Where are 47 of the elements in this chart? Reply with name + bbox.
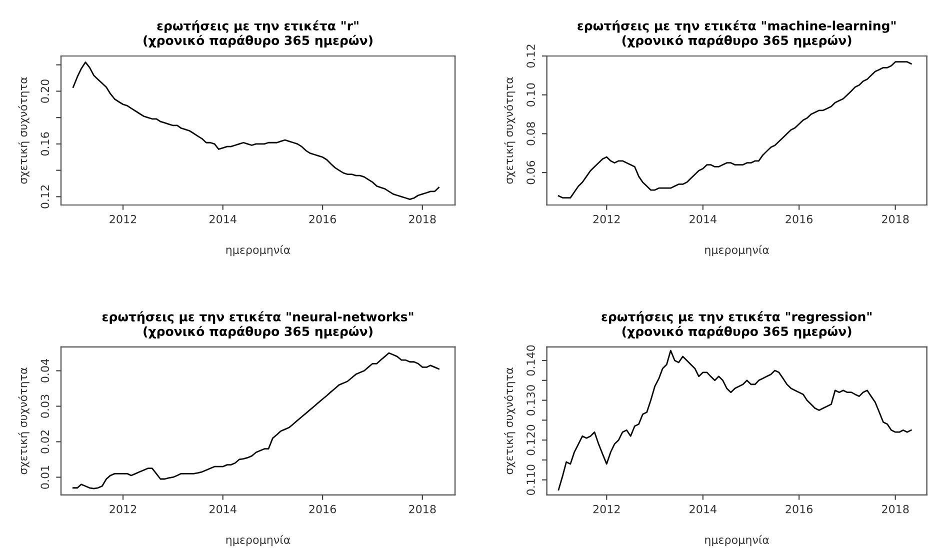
x-tick-label: 2014 xyxy=(690,214,716,224)
line-series xyxy=(558,350,912,490)
x-tick-label: 2014 xyxy=(210,504,236,514)
y-tick-label: 0.110 xyxy=(526,464,535,496)
y-tick-label: 0.10 xyxy=(526,83,535,106)
x-axis-title: ημερομηνία xyxy=(226,534,290,546)
x-tick-label: 2018 xyxy=(409,504,436,514)
y-axis-title: σχετική συχνότητα xyxy=(504,77,516,184)
y-tick-label: 0.16 xyxy=(40,132,50,156)
x-axis-title: ημερομηνία xyxy=(705,244,769,256)
x-tick-label: 2012 xyxy=(593,504,620,514)
y-axis-title: σχετική συχνότητα xyxy=(18,77,30,184)
x-tick-label: 2018 xyxy=(409,214,436,224)
x-tick-label: 2014 xyxy=(690,504,716,514)
y-tick-label: 0.08 xyxy=(526,122,535,146)
x-tick-label: 2012 xyxy=(110,504,136,514)
line-series xyxy=(72,352,440,490)
x-tick-label: 2018 xyxy=(882,214,909,224)
x-tick-label: 2012 xyxy=(110,214,136,224)
x-axis-title: ημερομηνία xyxy=(705,534,769,546)
x-tick-label: 2012 xyxy=(593,214,620,224)
y-tick-label: 0.140 xyxy=(526,345,535,376)
y-tick-label: 0.20 xyxy=(40,80,50,103)
x-tick-label: 2014 xyxy=(210,214,236,224)
y-tick-label: 0.01 xyxy=(40,466,50,489)
x-tick-label: 2016 xyxy=(309,214,336,224)
x-tick-label: 2016 xyxy=(786,504,813,514)
y-tick-label: 0.12 xyxy=(40,185,50,208)
x-tick-label: 2016 xyxy=(309,504,336,514)
x-tick-label: 2018 xyxy=(882,504,909,514)
chart-title: ερωτήσεις με την ετικέτα "r" (χρονικό παράθυρο 365 ημερών) xyxy=(144,20,372,48)
y-axis-title: σχετική συχνότητα xyxy=(504,368,516,474)
chart-title: ερωτήσεις με την ετικέτα "machine-learning" (χρονικό παράθυρο 365 ημερών) xyxy=(578,20,896,48)
line-series xyxy=(558,61,912,199)
y-tick-label: 0.02 xyxy=(40,430,50,454)
y-tick-label: 0.06 xyxy=(526,160,535,184)
x-tick-label: 2016 xyxy=(786,214,813,224)
line-series xyxy=(72,62,440,200)
y-axis-title: σχετική συχνότητα xyxy=(18,368,30,474)
y-tick-label: 0.120 xyxy=(526,424,535,456)
y-tick-label: 0.03 xyxy=(40,394,50,418)
y-tick-label: 0.130 xyxy=(526,385,535,416)
x-axis-title: ημερομηνία xyxy=(226,244,290,256)
chart-title: ερωτήσεις με την ετικέτα "regression" (χρονικό παράθυρο 365 ημερών) xyxy=(602,311,872,338)
y-tick-label: 0.12 xyxy=(526,44,535,68)
y-tick-label: 0.04 xyxy=(40,359,50,382)
chart-title: ερωτήσεις με την ετικέτα "neural-networks" (χρονικό παράθυρο 365 ημερών) xyxy=(102,311,414,338)
